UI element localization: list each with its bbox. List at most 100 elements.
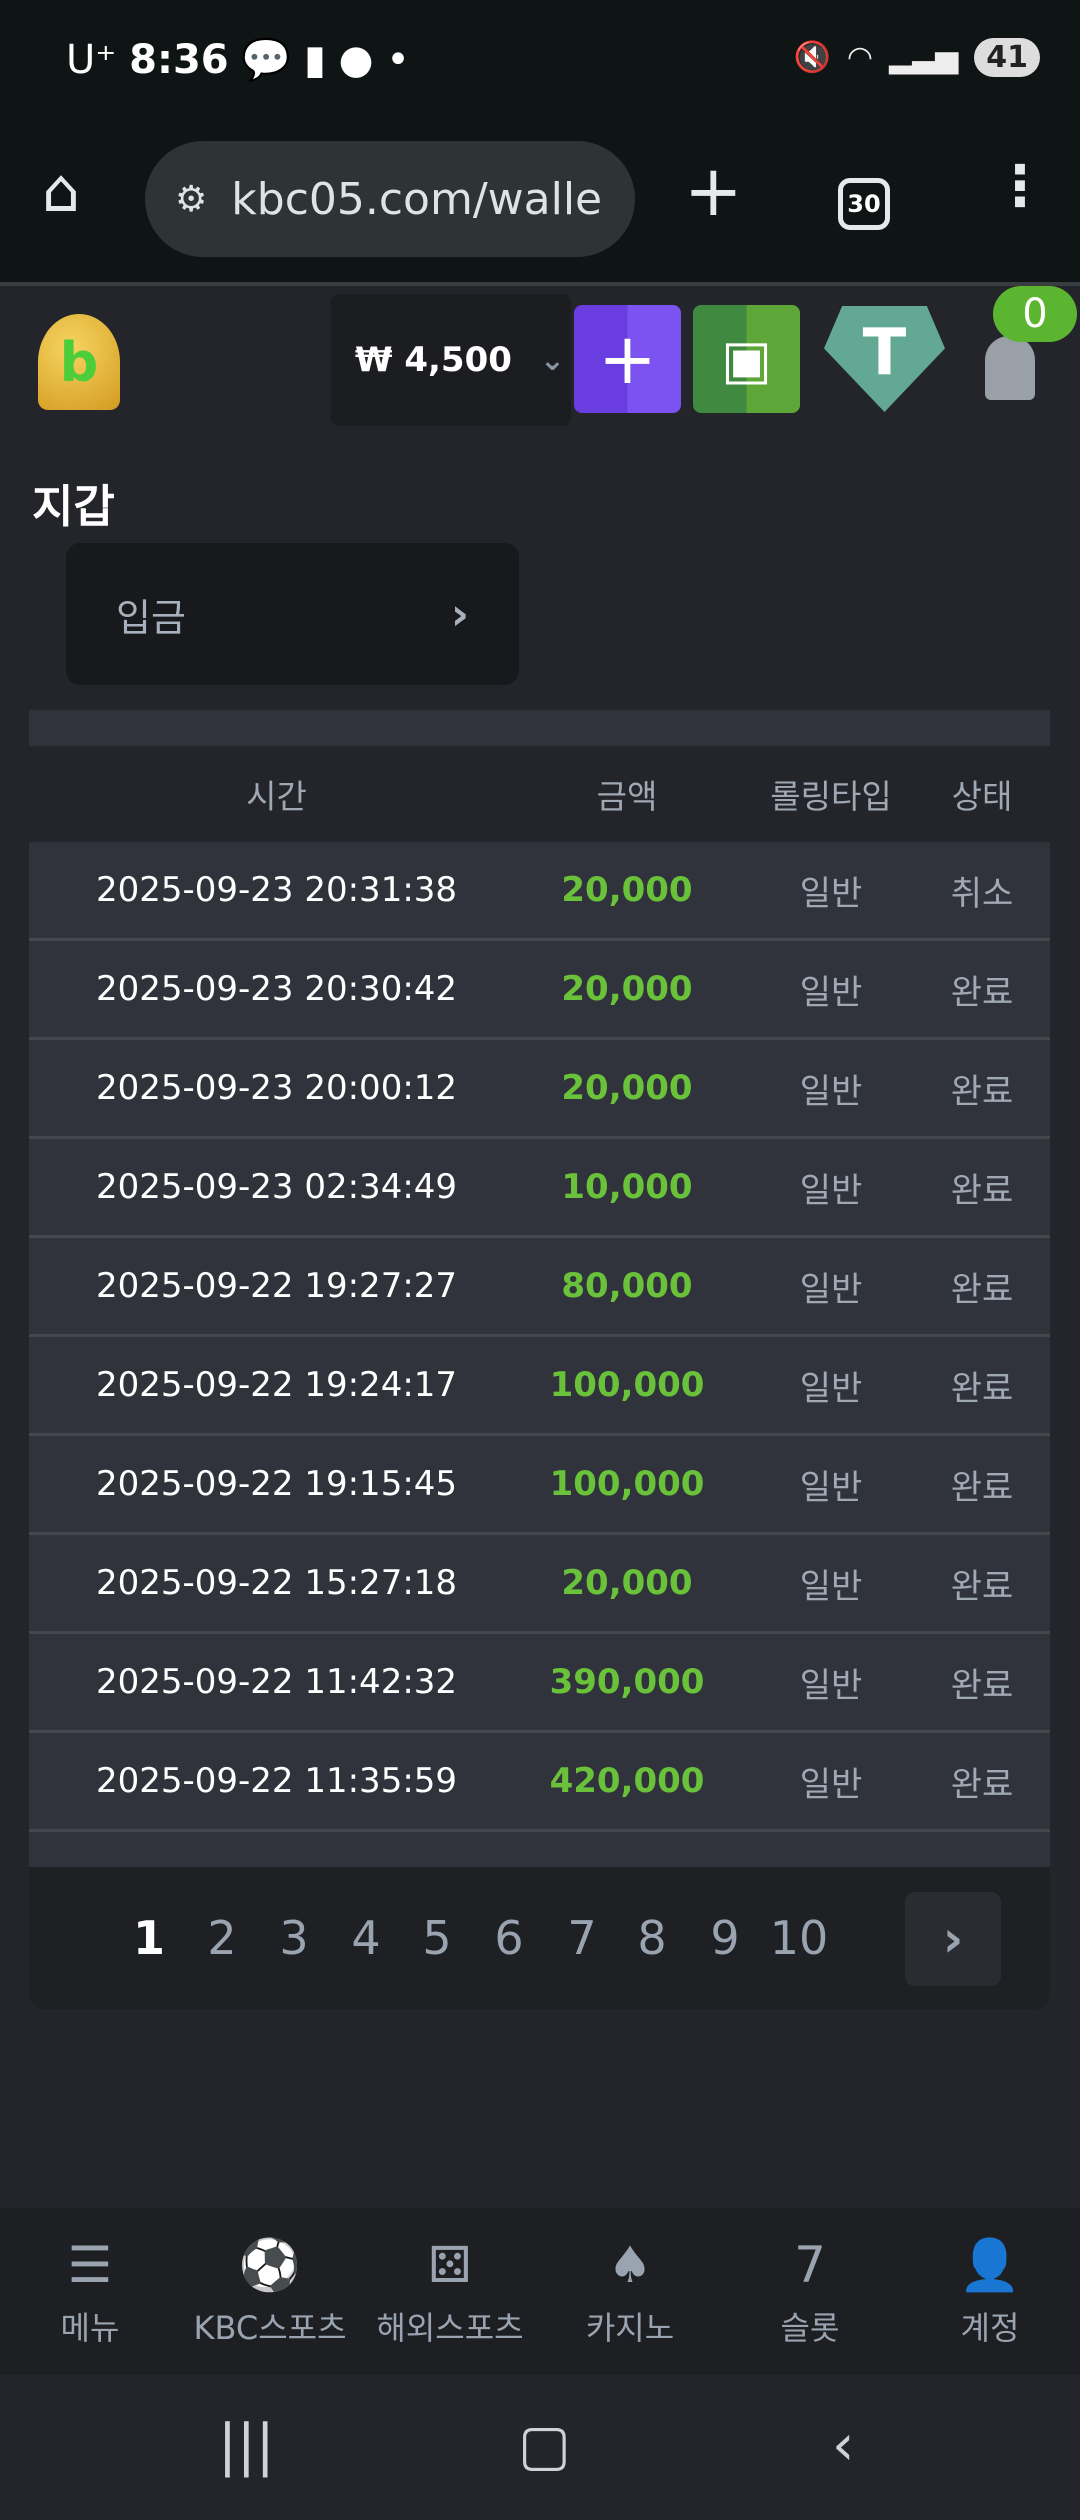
page-1[interactable]: 1	[132, 1911, 165, 1965]
cell-time: 2025-09-22 19:24:17	[95, 1365, 458, 1405]
cell-status: 완료	[950, 972, 1014, 1013]
page-9[interactable]: 9	[710, 1911, 740, 1965]
deposit-label: 입금	[116, 595, 186, 640]
nav-label: KBC스포츠	[193, 2308, 347, 2347]
cell-rolling-type: 일반	[799, 972, 863, 1013]
nav-label: 계정	[960, 2308, 1020, 2347]
balance-dropdown[interactable]: ₩ 4,500 ⌄	[331, 294, 571, 426]
site-header: b ₩ 4,500 ⌄ + ▣ T 0	[0, 286, 1080, 434]
back-icon[interactable]: ‹	[832, 2413, 855, 2478]
table-row: 2025-09-22 15:27:18 20,000 일반 완료	[29, 1535, 1050, 1634]
cell-rolling-type: 일반	[799, 1368, 863, 1409]
bell-icon[interactable]	[985, 336, 1035, 400]
page-8[interactable]: 8	[637, 1911, 667, 1965]
home-icon[interactable]: ⌂	[42, 156, 81, 226]
cell-time: 2025-09-22 11:42:32	[95, 1662, 458, 1702]
cell-rolling-type: 일반	[799, 1665, 863, 1706]
next-page-button[interactable]: ›	[905, 1892, 1001, 1986]
dice-icon: ⚄	[428, 2235, 472, 2294]
carrier: U⁺	[66, 37, 117, 83]
cell-amount: 420,000	[549, 1761, 705, 1801]
notification-badge: 0	[993, 286, 1077, 342]
add-funds-button[interactable]: +	[574, 305, 681, 413]
status-bar: U⁺ 8:36 💬 ▮ ● • 🔇 ◠ ▂▃▅ 41	[0, 0, 1080, 120]
cell-status: 완료	[950, 1764, 1014, 1805]
cards-icon: ♠	[607, 2235, 653, 2294]
column-status: 상태	[951, 777, 1013, 816]
home-button-icon[interactable]: ▢	[518, 2413, 571, 2478]
pagination: 1 2 3 4 5 6 7 8 9 10 ›	[29, 1867, 1050, 2009]
clock: 8:36	[129, 37, 229, 83]
account-coin-icon: 👤	[958, 2235, 1022, 2294]
recent-apps-icon[interactable]: |||	[218, 2413, 275, 2478]
page-4[interactable]: 4	[351, 1911, 381, 1965]
deposit-button[interactable]: 입금 ›	[66, 543, 519, 685]
slot-seven-icon: 7	[794, 2235, 826, 2294]
cell-rolling-type: 일반	[799, 1170, 863, 1211]
nav-item-0[interactable]: ☰ 메뉴	[0, 2208, 180, 2375]
cell-rolling-type: 일반	[799, 1269, 863, 1310]
battery-level: 41	[974, 38, 1040, 77]
cell-amount: 20,000	[561, 969, 693, 1009]
cell-amount: 20,000	[561, 870, 693, 910]
tether-icon[interactable]: T	[824, 306, 945, 412]
nav-item-2[interactable]: ⚄ 해외스포츠	[360, 2208, 540, 2375]
page-7[interactable]: 7	[567, 1911, 597, 1965]
page-5[interactable]: 5	[422, 1911, 452, 1965]
table-row: 2025-09-23 02:34:49 10,000 일반 완료	[29, 1139, 1050, 1238]
cell-status: 완료	[950, 1566, 1014, 1607]
cell-time: 2025-09-23 20:00:12	[95, 1068, 458, 1108]
nav-item-3[interactable]: ♠ 카지노	[540, 2208, 720, 2375]
cell-rolling-type: 일반	[799, 1566, 863, 1607]
page-title: 지갑	[32, 480, 115, 533]
cell-amount: 20,000	[561, 1068, 693, 1108]
table-row: 2025-09-22 19:24:17 100,000 일반 완료	[29, 1337, 1050, 1436]
cell-amount: 20,000	[561, 1563, 693, 1603]
page-10[interactable]: 10	[769, 1911, 829, 1965]
cell-rolling-type: 일반	[799, 1467, 863, 1508]
cell-time: 2025-09-22 15:27:18	[95, 1563, 458, 1603]
nav-item-1[interactable]: ⚽ KBC스포츠	[180, 2208, 360, 2375]
cell-rolling-type: 일반	[799, 1764, 863, 1805]
chevron-right-icon: ›	[942, 1910, 964, 1968]
more-menu-icon[interactable]: ⋮	[992, 154, 1048, 219]
cell-status: 완료	[950, 1665, 1014, 1706]
cell-time: 2025-09-22 11:35:59	[95, 1761, 458, 1801]
system-nav-bar: ||| ▢ ‹	[0, 2375, 1080, 2520]
nav-item-4[interactable]: 7 슬롯	[720, 2208, 900, 2375]
nav-label: 메뉴	[60, 2308, 120, 2347]
balance-amount: ₩ 4,500	[355, 340, 512, 380]
cell-time: 2025-09-23 20:30:42	[95, 969, 458, 1009]
chevron-right-icon: ›	[450, 588, 469, 640]
cell-status: 완료	[950, 1467, 1014, 1508]
site-settings-icon[interactable]: ⚙	[175, 178, 208, 220]
column-time: 시간	[246, 777, 307, 816]
site-logo[interactable]: b	[38, 314, 120, 410]
new-tab-icon[interactable]: +	[684, 150, 743, 232]
cell-status: 완료	[950, 1368, 1014, 1409]
nav-label: 슬롯	[780, 2308, 840, 2347]
nav-item-5[interactable]: 👤 계정	[900, 2208, 1080, 2375]
page-3[interactable]: 3	[279, 1911, 309, 1965]
soccer-ball-icon: ⚽	[238, 2235, 302, 2294]
cell-rolling-type: 일반	[799, 1071, 863, 1112]
wallet-safe-button[interactable]: ▣	[693, 305, 800, 413]
cell-time: 2025-09-23 20:31:38	[95, 870, 458, 910]
transaction-table: 2025-09-23 20:31:38 20,000 일반 취소 2025-09-23 …	[29, 842, 1050, 1832]
address-bar[interactable]: ⚙ kbc05.com/walle	[145, 141, 635, 257]
table-row: 2025-09-23 20:30:42 20,000 일반 완료	[29, 941, 1050, 1040]
page-6[interactable]: 6	[494, 1911, 524, 1965]
cell-amount: 100,000	[549, 1464, 705, 1504]
table-top-strip	[29, 710, 1050, 746]
column-rolling-type: 롤링타입	[770, 777, 892, 816]
cell-time: 2025-09-22 19:15:45	[95, 1464, 458, 1504]
cell-amount: 10,000	[561, 1167, 693, 1207]
cell-amount: 100,000	[549, 1365, 705, 1405]
page-2[interactable]: 2	[207, 1911, 237, 1965]
bottom-nav: ☰ 메뉴 ⚽ KBC스포츠 ⚄ 해외스포츠 ♠ 카지노 7 슬롯 👤 계정	[0, 2208, 1080, 2375]
tab-switcher-button[interactable]: 30	[838, 178, 890, 230]
notification-icons: 💬 ▮ ● •	[241, 37, 410, 83]
table-header: 시간 금액 롤링타입 상태	[29, 746, 1050, 842]
plus-icon: +	[598, 318, 657, 400]
cell-status: 완료	[950, 1269, 1014, 1310]
